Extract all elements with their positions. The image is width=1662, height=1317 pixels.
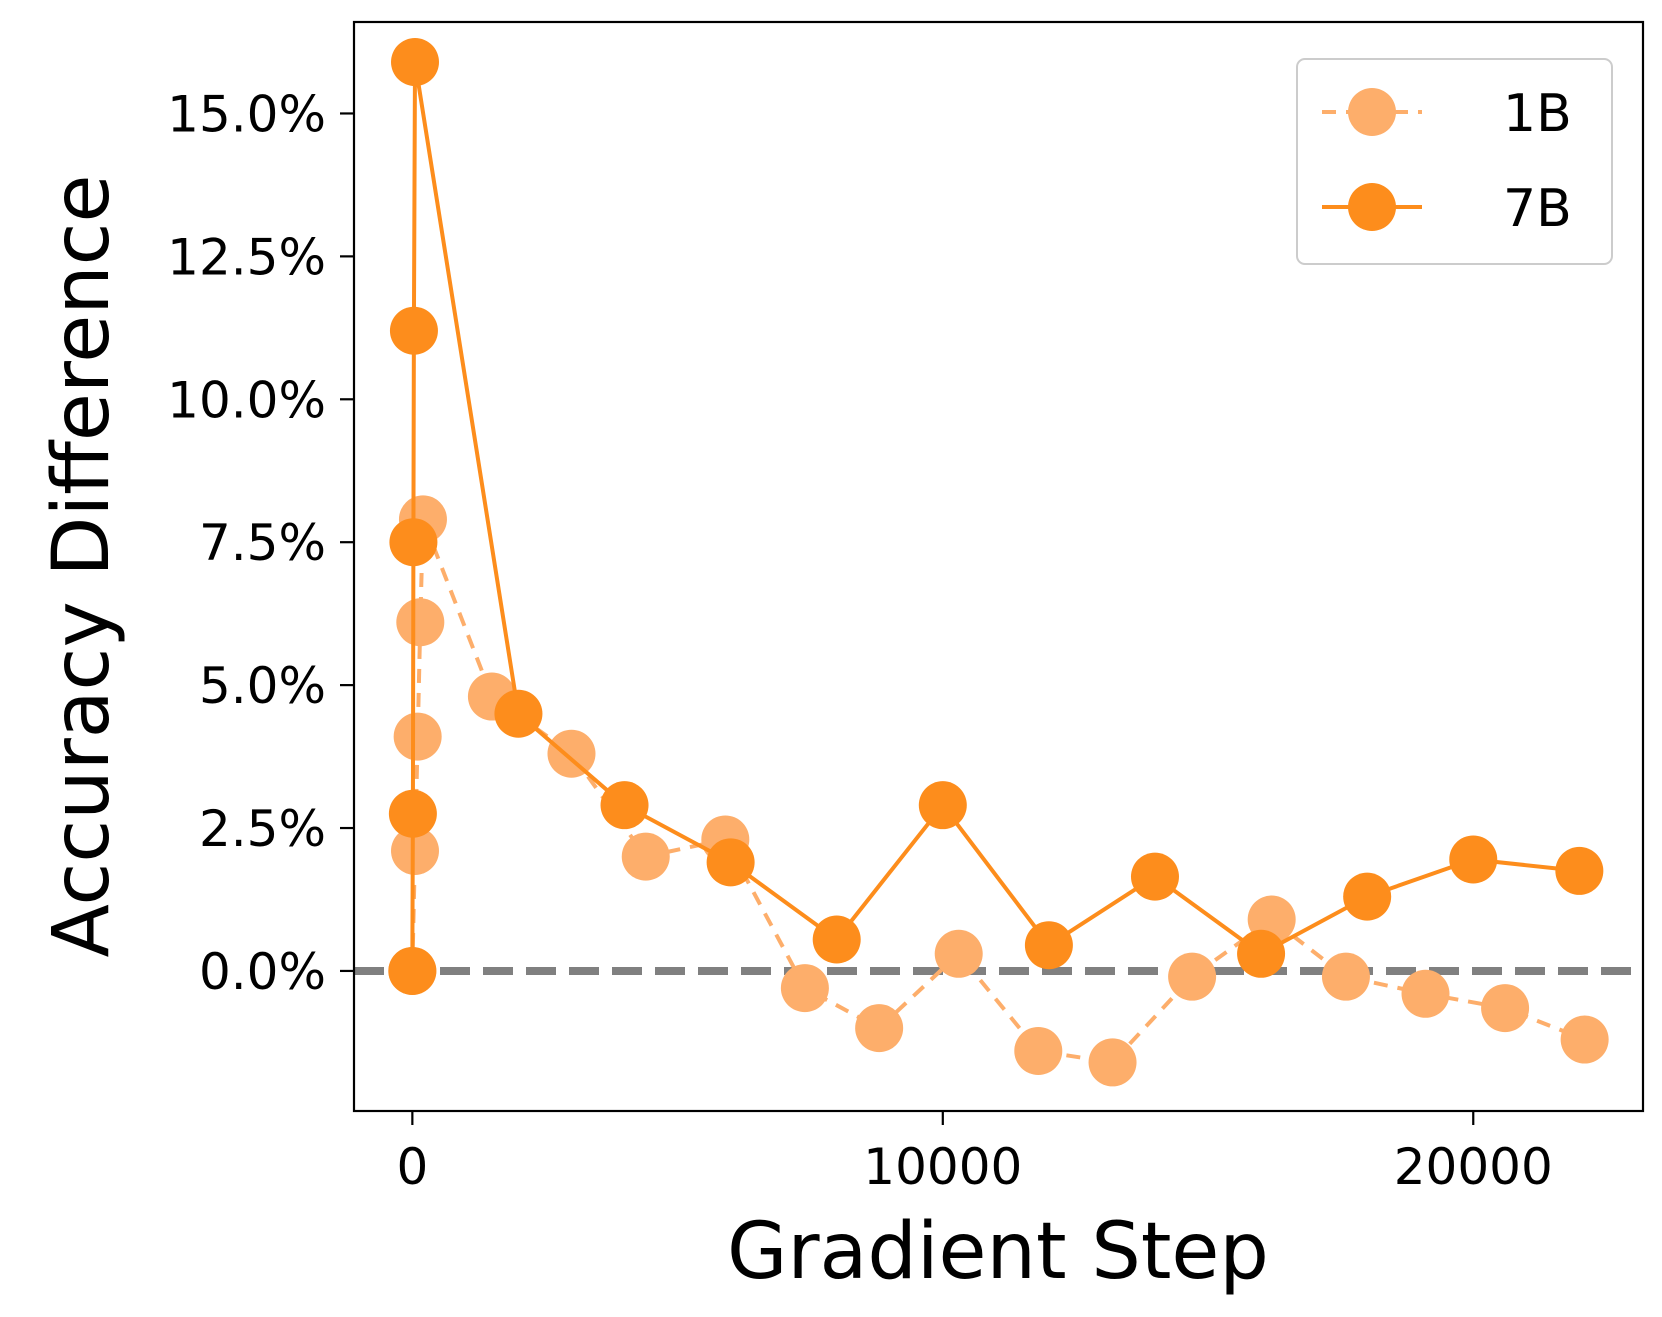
y-tick-label: 2.5% xyxy=(199,800,326,858)
series-1b-point xyxy=(391,826,440,875)
series-7b-point xyxy=(600,781,649,830)
series-7b-point xyxy=(918,781,967,830)
series-1b-point xyxy=(934,929,983,978)
y-tick-label: 5.0% xyxy=(199,657,326,715)
series-7b-point xyxy=(1237,929,1286,978)
y-tick-label: 12.5% xyxy=(167,228,326,286)
series-7b-point xyxy=(494,689,543,738)
series-7b xyxy=(388,38,1604,995)
plot-frame xyxy=(352,20,1645,1113)
series-7b-point xyxy=(389,518,438,567)
series-1b-point xyxy=(396,598,445,647)
series-1b-point xyxy=(780,964,829,1013)
series-7b-point xyxy=(388,946,437,995)
series-1b-point xyxy=(1401,969,1450,1018)
series-1b-point xyxy=(1560,1015,1609,1064)
series-1b-point xyxy=(1321,952,1370,1001)
series-1b-point xyxy=(1014,1026,1063,1075)
legend-marker-7b xyxy=(1348,183,1396,231)
series-7b-point xyxy=(1024,921,1073,970)
x-axis-title: Gradient Step xyxy=(727,1207,1269,1297)
series-7b-point xyxy=(812,915,861,964)
series-1b-point xyxy=(621,832,670,881)
legend-marker-1b xyxy=(1348,88,1396,136)
legend-label-1b: 1B xyxy=(1503,84,1572,144)
y-tick-label: 0.0% xyxy=(199,943,326,1001)
x-tick-label: 0 xyxy=(396,1138,428,1196)
series-7b-point xyxy=(388,789,437,838)
y-tick-label: 10.0% xyxy=(167,371,326,429)
series-1b-point xyxy=(1088,1038,1137,1087)
x-tick-label: 20000 xyxy=(1394,1138,1553,1196)
series-7b-point xyxy=(1343,872,1392,921)
series-7b-point xyxy=(706,838,755,887)
series-1b-point xyxy=(1481,984,1530,1033)
x-tick-label: 10000 xyxy=(863,1138,1022,1196)
series-7b-line xyxy=(410,60,1580,971)
series-1b-point xyxy=(855,1004,904,1053)
series-7b-point xyxy=(391,38,440,87)
series-1b-point xyxy=(393,712,442,761)
series-7b-point xyxy=(389,306,438,355)
legend: 1B 7B xyxy=(1296,58,1613,265)
series-7b-point xyxy=(1130,852,1179,901)
series-7b-point xyxy=(1449,835,1498,884)
series-1b-point xyxy=(547,729,596,778)
legend-label-7b: 7B xyxy=(1503,179,1572,239)
y-tick-label: 15.0% xyxy=(167,85,326,143)
series-7b-point xyxy=(1555,846,1604,895)
series-1b-point xyxy=(1168,952,1217,1001)
y-axis-title: Accuracy Difference xyxy=(37,174,127,957)
y-tick-label: 7.5% xyxy=(199,514,326,572)
